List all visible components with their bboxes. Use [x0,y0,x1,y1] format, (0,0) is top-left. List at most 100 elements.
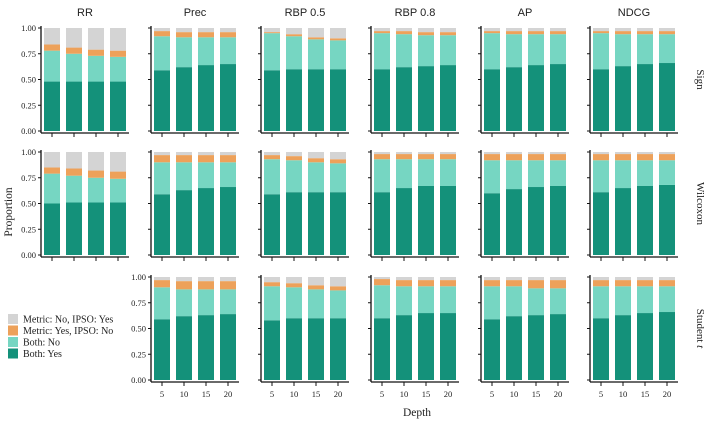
x-tick-label: 15 [532,389,541,399]
x-tick-label: 10 [510,389,519,399]
x-tick-label: 5 [270,389,274,399]
bar-segment-metric-yes-ipso-no-depth-15 [308,158,324,163]
bar-segment-both-yes-depth-20 [440,65,456,131]
panel-student-t-rbp-0-5: 5 10 15 20 [258,275,349,399]
bar-segment-both-no-depth-5 [44,173,60,204]
bar-segment-both-yes-depth-15 [637,64,653,131]
bar-segment-both-no-depth-5 [154,36,170,71]
bar-segment-metric-no-ipso-yes-depth-5 [264,277,280,283]
bar-segment-both-yes-depth-5 [484,193,500,255]
bar-segment-metric-yes-ipso-no-depth-20 [550,154,566,161]
facet-title-rr: RR [77,7,93,19]
y-tick-label: 0.00 [21,250,36,260]
bar-segment-metric-yes-ipso-no-depth-15 [528,280,544,289]
bar-segment-metric-no-ipso-yes-depth-15 [637,277,653,281]
bar-segment-metric-no-ipso-yes-depth-10 [176,277,192,282]
bar-segment-both-no-depth-15 [88,55,104,82]
x-tick-label: 10 [619,389,628,399]
panel-sign-ap [478,26,569,137]
bar-segment-metric-no-ipso-yes-depth-10 [176,28,192,33]
bar-segment-metric-no-ipso-yes-depth-20 [440,28,456,33]
bar-segment-metric-no-ipso-yes-depth-20 [330,152,346,160]
bar-segment-metric-yes-ipso-no-depth-5 [484,154,500,161]
y-tick-label: 1.00 [21,23,36,33]
panel-student-t-ap: 5 10 15 20 [478,275,569,399]
bar-segment-both-no-depth-10 [176,162,192,191]
bar-segment-both-yes-depth-20 [220,64,236,131]
bar-segment-metric-yes-ipso-no-depth-15 [198,32,214,38]
bar-segment-both-yes-depth-5 [264,70,280,131]
bar-segment-metric-no-ipso-yes-depth-15 [308,28,324,38]
x-tick-label: 5 [490,389,494,399]
bar-segment-both-yes-depth-20 [550,64,566,131]
y-axis-title: Proportion [3,187,15,236]
bar-segment-both-no-depth-5 [593,160,609,193]
bar-segment-metric-no-ipso-yes-depth-20 [550,152,566,155]
bar-segment-both-yes-depth-15 [308,69,324,131]
bar-segment-both-yes-depth-5 [593,69,609,131]
bar-segment-metric-yes-ipso-no-depth-20 [110,171,126,179]
bar-segment-metric-no-ipso-yes-depth-20 [110,152,126,172]
bar-segment-metric-yes-ipso-no-depth-15 [308,37,324,40]
bar-segment-both-yes-depth-20 [440,313,456,380]
bar-segment-metric-yes-ipso-no-depth-10 [615,31,631,35]
bar-segment-metric-yes-ipso-no-depth-10 [66,47,82,54]
bar-segment-both-no-depth-20 [330,290,346,319]
bar-segment-metric-no-ipso-yes-depth-5 [264,28,280,33]
bar-segment-metric-no-ipso-yes-depth-10 [396,28,412,32]
bar-segment-metric-yes-ipso-no-depth-20 [659,154,675,161]
bar-segment-metric-no-ipso-yes-depth-5 [593,277,609,281]
legend-label-metric-yes-ipso-no: Metric: Yes, IPSO: No [23,326,113,337]
bar-segment-both-yes-depth-20 [550,314,566,380]
legend-swatch-both-yes [8,348,18,359]
bar-segment-both-yes-depth-15 [528,65,544,131]
bar-segment-metric-no-ipso-yes-depth-5 [44,28,60,45]
bar-segment-metric-yes-ipso-no-depth-5 [593,31,609,34]
bar-segment-metric-yes-ipso-no-depth-15 [88,49,104,56]
panel-sign-prec [148,26,239,137]
bar-segment-both-yes-depth-5 [484,319,500,380]
bar-segment-both-yes-depth-10 [66,202,82,255]
bar-segment-metric-no-ipso-yes-depth-10 [506,152,522,155]
x-tick-label: 20 [663,389,672,399]
bar-segment-metric-no-ipso-yes-depth-15 [198,28,214,33]
bar-segment-metric-no-ipso-yes-depth-5 [484,152,500,155]
bar-segment-metric-yes-ipso-no-depth-20 [330,38,346,41]
bar-segment-both-yes-depth-10 [176,316,192,380]
bar-segment-metric-yes-ipso-no-depth-20 [440,32,456,36]
bar-segment-metric-no-ipso-yes-depth-10 [286,28,302,35]
bar-segment-both-yes-depth-10 [396,67,412,131]
bar-segment-both-no-depth-20 [550,160,566,186]
facet-column-titles: RR Prec RBP 0.5 RBP 0.8 AP NDCG [77,7,650,19]
legend-swatch-metric-yes-ipso-no [8,325,18,336]
bar-segment-metric-no-ipso-yes-depth-20 [440,152,456,155]
y-tick-label: 1.00 [21,147,36,157]
bar-segment-metric-yes-ipso-no-depth-5 [593,154,609,161]
panel-wilcoxon-rbp-0-8 [368,150,459,261]
bar-segment-both-yes-depth-15 [198,188,214,255]
bar-segment-both-no-depth-15 [308,162,324,193]
bar-segment-metric-yes-ipso-no-depth-10 [396,31,412,35]
legend-label-both-no: Both: No [23,338,60,349]
facet-title-ndcg: NDCG [618,7,650,19]
bar-segment-metric-yes-ipso-no-depth-5 [154,155,170,163]
bar-segment-metric-yes-ipso-no-depth-5 [44,44,60,51]
bar-segment-both-no-depth-10 [286,287,302,319]
bar-segment-metric-yes-ipso-no-depth-5 [154,31,170,37]
bar-segment-both-no-depth-5 [264,33,280,71]
bar-segment-both-no-depth-20 [330,163,346,193]
panel-sign-rbp-0-8 [368,26,459,137]
bar-segment-metric-no-ipso-yes-depth-15 [637,28,653,32]
x-tick-label: 15 [202,389,211,399]
bar-segment-metric-yes-ipso-no-depth-10 [176,32,192,38]
bar-segment-both-no-depth-5 [154,162,170,195]
y-tick-label: 0.25 [21,224,36,234]
panel-sign-ndcg [587,26,678,137]
bar-segment-metric-no-ipso-yes-depth-15 [198,277,214,282]
bar-segment-both-no-depth-15 [418,35,434,67]
bar-segment-both-no-depth-5 [44,50,60,82]
bar-segment-metric-no-ipso-yes-depth-10 [506,28,522,32]
bar-segment-both-yes-depth-15 [637,313,653,380]
bar-segment-both-yes-depth-10 [396,315,412,380]
bar-segment-both-no-depth-20 [110,178,126,203]
